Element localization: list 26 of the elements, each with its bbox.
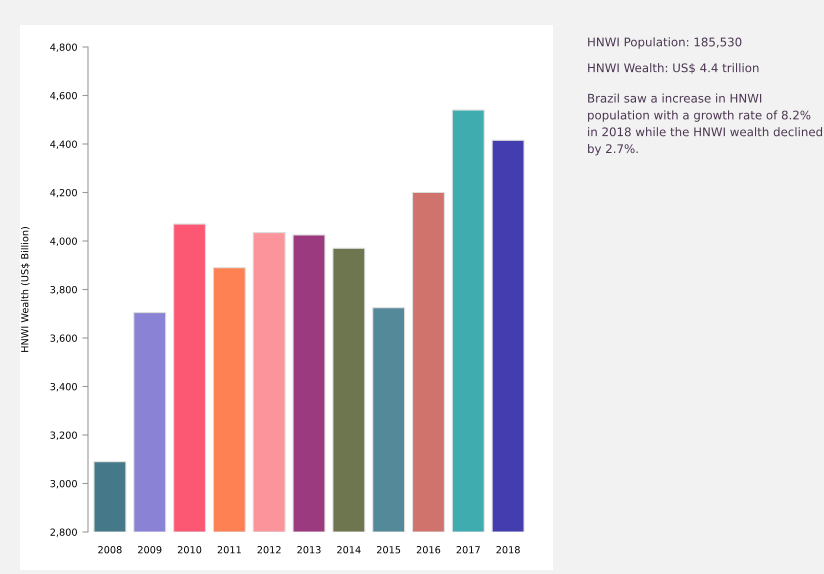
- x-tick-label: 2009: [138, 546, 162, 554]
- x-tick-label: 2014: [337, 546, 361, 554]
- x-tick-label: 2011: [218, 546, 241, 554]
- x-tick-label: 2010: [178, 546, 202, 554]
- x-tick-label: 2016: [416, 546, 440, 554]
- y-tick-label: 3,200: [50, 431, 77, 440]
- x-tick-label: 2018: [496, 546, 520, 554]
- x-tick-label: 2013: [297, 546, 321, 554]
- y-tick-label: 4,200: [50, 188, 77, 198]
- text: HNWI Wealth: US$ 4.4 trillion: [588, 63, 758, 74]
- y-axis-title: HNWI Wealth (US$ Billion): [20, 227, 30, 352]
- y-tick-label: 3,600: [50, 334, 77, 343]
- y-tick-label: 3,800: [50, 286, 77, 294]
- text: HNWI Population: 185,530: [588, 37, 742, 49]
- x-tick-label: 2017: [456, 546, 480, 554]
- x-tick-label: 2012: [258, 546, 281, 554]
- y-tick-label: 2,800: [50, 528, 77, 537]
- x-tick-label: 2015: [376, 546, 400, 554]
- y-tick-label: 4,400: [50, 140, 77, 149]
- y-tick-label: 4,600: [50, 92, 77, 100]
- y-tick-label: 3,000: [50, 480, 77, 488]
- y-tick-label: 4,800: [50, 43, 77, 52]
- x-tick-label: 2008: [98, 546, 122, 554]
- y-tick-label: 3,400: [50, 382, 77, 392]
- y-tick-label: 4,000: [50, 237, 77, 246]
- text: Brazil saw a increase in HNWI population with a growth rate of 8.2% in 2018 while the HNWI wealth declined by 2.7%.: [588, 94, 822, 156]
